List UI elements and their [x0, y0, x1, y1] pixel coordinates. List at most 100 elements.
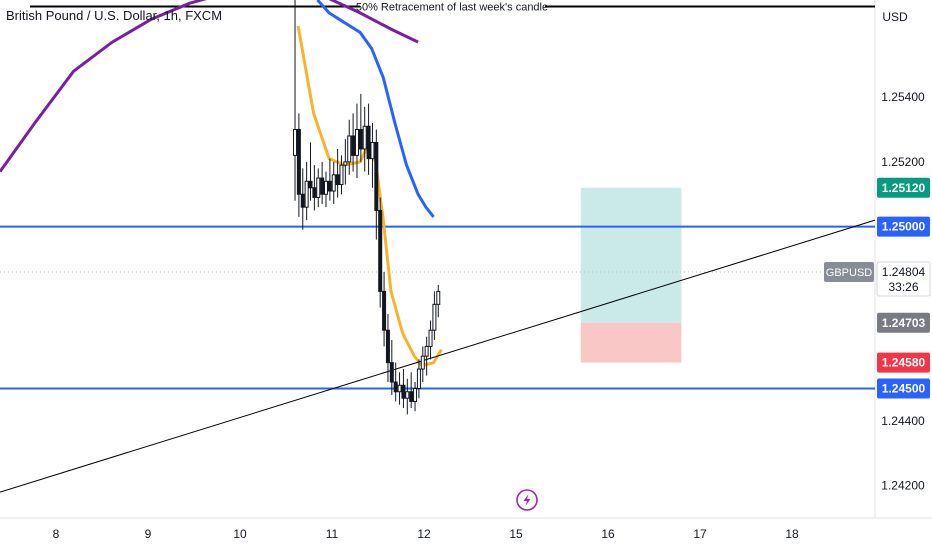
candle	[374, 129, 379, 240]
candle-body	[409, 391, 414, 402]
candle-body	[370, 141, 375, 160]
trendline[interactable]	[0, 219, 876, 493]
candle	[393, 362, 398, 402]
time-tick-label: 17	[693, 527, 707, 541]
price-tick-label: 1.24400	[881, 414, 925, 428]
candle-body	[389, 362, 394, 383]
candle-body	[316, 177, 321, 198]
candle	[409, 372, 414, 408]
last-price-bg	[876, 261, 931, 297]
lightning-icon[interactable]	[516, 489, 538, 511]
stop-zone[interactable]	[580, 322, 682, 363]
symbol-badge-text: GBPUSD	[826, 267, 873, 279]
candle-body	[296, 129, 301, 195]
candle-body	[293, 129, 298, 156]
target-zone[interactable]	[580, 187, 682, 323]
time-tick-label: 10	[233, 527, 247, 541]
candle-body	[382, 290, 387, 331]
time-tick-label: 9	[145, 527, 152, 541]
moving-averages	[0, 0, 443, 368]
entry-price-label-text: 1.24703	[882, 316, 926, 330]
stop-price-label: 1.24580	[877, 352, 930, 373]
candle	[389, 339, 394, 395]
candle-body	[436, 290, 441, 305]
candle	[351, 113, 356, 172]
level-price-label-bg	[877, 216, 930, 237]
candle-body	[397, 384, 402, 393]
ema-slow-line[interactable]	[0, 0, 213, 173]
candle	[304, 161, 309, 221]
ema-mid-line[interactable]	[316, 0, 435, 218]
currency-label: USD	[882, 10, 908, 24]
ema-slow-line[interactable]	[325, 0, 419, 44]
time-tick-label: 15	[509, 527, 523, 541]
candle-body	[416, 368, 421, 390]
candle-body	[331, 174, 336, 192]
candle-body	[374, 141, 379, 211]
candle	[413, 382, 418, 412]
candle-body	[320, 177, 325, 195]
candle	[339, 155, 344, 195]
candle	[312, 165, 317, 211]
horizontal-levels[interactable]	[0, 225, 875, 390]
candle-body	[385, 329, 390, 364]
time-tick-label: 12	[417, 527, 431, 541]
symbol-badge-bg	[824, 262, 874, 282]
candle	[432, 291, 437, 340]
candle	[424, 336, 429, 376]
candle	[370, 123, 375, 188]
time-axis-ticks: 8 9 10 11 12 15 16 17 18	[53, 527, 799, 541]
candlesticks	[293, 0, 441, 415]
candle	[385, 314, 390, 383]
position-zones[interactable]	[580, 187, 682, 363]
candle-body	[424, 345, 429, 357]
candle-body	[401, 384, 406, 399]
time-tick-label: 8	[53, 527, 60, 541]
candle-body	[339, 164, 344, 186]
candle-body	[351, 135, 356, 156]
candle-body	[405, 391, 410, 399]
bar-countdown: 33:26	[888, 280, 918, 294]
candle-body	[327, 180, 332, 192]
time-tick-label: 18	[785, 527, 799, 541]
candle-body	[428, 329, 433, 347]
candle-body	[358, 129, 363, 150]
candle	[347, 119, 352, 175]
level-price-label-text: 1.24500	[882, 382, 926, 396]
candle-body	[393, 381, 398, 393]
candle	[327, 158, 332, 201]
retracement-annotation[interactable]: 50% Retracement of last week's candle	[356, 1, 548, 13]
candle-body	[312, 187, 317, 198]
candle	[293, 0, 298, 201]
candle	[323, 171, 328, 208]
level-price-label: 1.24500	[877, 378, 930, 399]
level-price-label-text: 1.25000	[882, 220, 926, 234]
candle	[362, 106, 367, 172]
candle-body	[300, 193, 305, 208]
candle-body	[308, 180, 313, 189]
candle-body	[335, 174, 340, 186]
candle	[354, 103, 359, 179]
candle	[420, 346, 425, 383]
entry-price-label-bg	[877, 312, 930, 333]
ema-fast-line[interactable]	[296, 25, 443, 368]
candle-body	[354, 129, 359, 156]
candle-body	[378, 209, 383, 292]
target-price-label: 1.25120	[877, 177, 930, 198]
candle	[397, 372, 402, 405]
time-tick-label: 11	[326, 527, 339, 541]
candle-body	[366, 125, 371, 160]
stop-price-label-text: 1.24580	[882, 356, 926, 370]
candle	[358, 93, 363, 162]
candle	[405, 378, 410, 415]
candle-body	[304, 180, 309, 208]
candle-body	[432, 303, 437, 331]
candle	[343, 139, 348, 185]
retracement-line-group[interactable]: 50% Retracement of last week's candle	[30, 1, 875, 13]
candle	[308, 142, 313, 201]
candle	[296, 113, 301, 217]
candle	[316, 168, 321, 208]
candle	[331, 161, 336, 204]
